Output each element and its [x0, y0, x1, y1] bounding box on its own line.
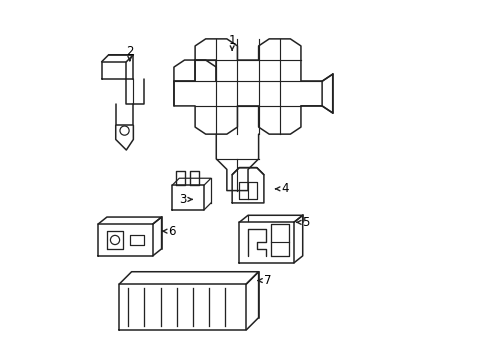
Text: 2: 2	[126, 45, 133, 61]
Text: 4: 4	[275, 182, 288, 195]
Text: 3: 3	[179, 193, 192, 206]
Text: 5: 5	[296, 216, 309, 229]
Text: 1: 1	[228, 34, 235, 50]
Text: 6: 6	[163, 225, 176, 238]
Text: 7: 7	[257, 274, 271, 287]
